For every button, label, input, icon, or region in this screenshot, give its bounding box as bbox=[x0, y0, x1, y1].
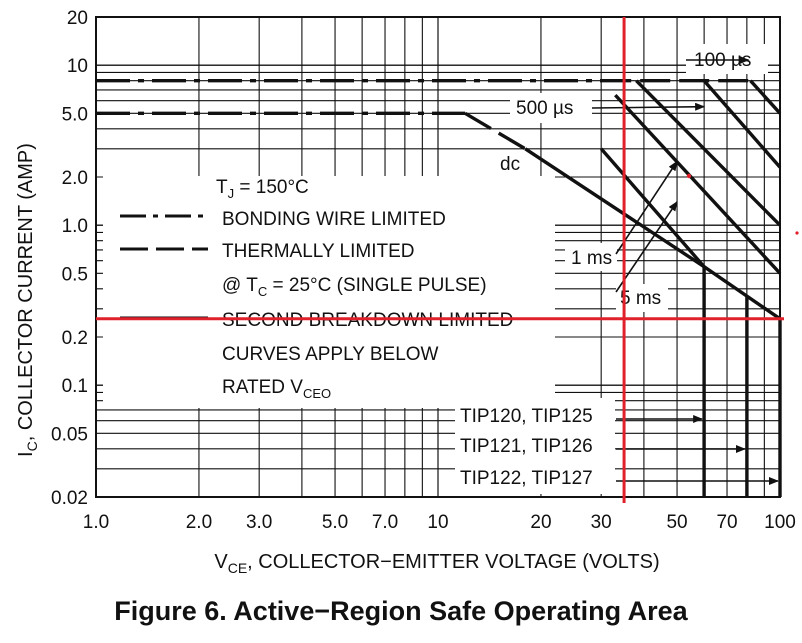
plot-frame bbox=[95, 16, 781, 498]
annotation-arrow bbox=[615, 200, 678, 293]
curve-line bbox=[464, 111, 527, 151]
marker-dot bbox=[686, 173, 692, 179]
legend-curves2: RATED VCEO bbox=[222, 377, 331, 401]
x-tick-label: 100 bbox=[764, 512, 796, 533]
y-tick-label: 2.0 bbox=[62, 168, 88, 189]
legend-tj: TJ = 150°C bbox=[216, 177, 309, 201]
soa-chart: 1.0 2.0 3.0 5.0 7.0 10 20 30 50 70 100 20105.02.01… bbox=[15, 8, 799, 576]
x-tick-label: 1.0 bbox=[83, 512, 109, 533]
label-bg-100us bbox=[686, 44, 768, 74]
marker-dot bbox=[795, 231, 799, 235]
curve-line bbox=[599, 147, 706, 268]
x-tick-label: 2.0 bbox=[186, 512, 212, 533]
x-tick-label: 50 bbox=[666, 512, 687, 533]
y-tick-label: 0.5 bbox=[62, 264, 88, 285]
y-tick-labels: 20 10 5.0 2.0 1.0 0.5 0.2 0.1 0.05 0.02 bbox=[51, 8, 88, 509]
x-tick-label: 20 bbox=[530, 512, 551, 533]
y-tick-label: 0.1 bbox=[62, 376, 88, 397]
annotation-arrow bbox=[615, 160, 678, 255]
legend-second: SECOND BREAKDOWN LIMITED bbox=[222, 310, 513, 331]
legend-thermal: THERMALLY LIMITED bbox=[222, 241, 415, 262]
legend-curves1: CURVES APPLY BELOW bbox=[222, 344, 439, 365]
y-tick-label: 5.0 bbox=[62, 104, 88, 125]
label-tip121: TIP121, TIP126 bbox=[460, 436, 593, 457]
curve-line bbox=[702, 79, 782, 169]
legend: TJ = 150°C BONDING WIRE LIMITED THERMALL… bbox=[120, 177, 513, 401]
curves bbox=[96, 78, 782, 497]
marker-lines bbox=[96, 17, 799, 503]
x-tick-labels: 1.0 2.0 3.0 5.0 7.0 10 20 30 50 70 100 bbox=[83, 512, 796, 533]
x-tick-label: 7.0 bbox=[372, 512, 398, 533]
y-tick-label: 0.2 bbox=[62, 328, 88, 349]
label-500us: 500 µs bbox=[516, 98, 573, 119]
y-tick-label: 0.02 bbox=[51, 488, 88, 509]
y-tick-label: 10 bbox=[67, 56, 88, 77]
annotation-arrows bbox=[591, 56, 779, 485]
label-bg-dc bbox=[494, 150, 528, 178]
label-dc: dc bbox=[500, 154, 520, 175]
label-tip122: TIP122, TIP127 bbox=[460, 468, 593, 489]
y-tick-label: 20 bbox=[67, 8, 88, 29]
x-tick-label: 5.0 bbox=[322, 512, 348, 533]
curve-line bbox=[614, 93, 782, 275]
x-axis-label: VCE, COLLECTOR−EMITTER VOLTAGE (VOLTS) bbox=[214, 551, 659, 576]
curve-line bbox=[635, 79, 782, 227]
label-100us: 100 µs bbox=[694, 50, 751, 71]
curve-line bbox=[749, 79, 782, 115]
y-axis-label: IC, COLLECTOR CURRENT (AMP) bbox=[15, 143, 40, 457]
y-tick-label: 1.0 bbox=[62, 216, 88, 237]
annotation-arrow bbox=[591, 102, 706, 111]
figure-caption: Figure 6. Active−Region Safe Operating A… bbox=[114, 596, 688, 626]
label-1ms: 1 ms bbox=[571, 248, 612, 269]
x-tick-label: 3.0 bbox=[246, 512, 272, 533]
y-tick-label: 0.05 bbox=[51, 424, 88, 445]
label-bg-500us bbox=[510, 93, 592, 123]
x-tick-label: 10 bbox=[427, 512, 448, 533]
label-5ms: 5 ms bbox=[620, 288, 661, 309]
label-bg-tip bbox=[455, 398, 615, 494]
legend-tc: @ TC = 25°C (SINGLE PULSE) bbox=[222, 275, 487, 299]
x-tick-label: 70 bbox=[716, 512, 737, 533]
x-tick-label: 30 bbox=[591, 512, 612, 533]
label-bg-1ms bbox=[565, 243, 617, 271]
legend-bonding: BONDING WIRE LIMITED bbox=[222, 209, 446, 230]
label-tip120: TIP120, TIP125 bbox=[460, 406, 593, 427]
